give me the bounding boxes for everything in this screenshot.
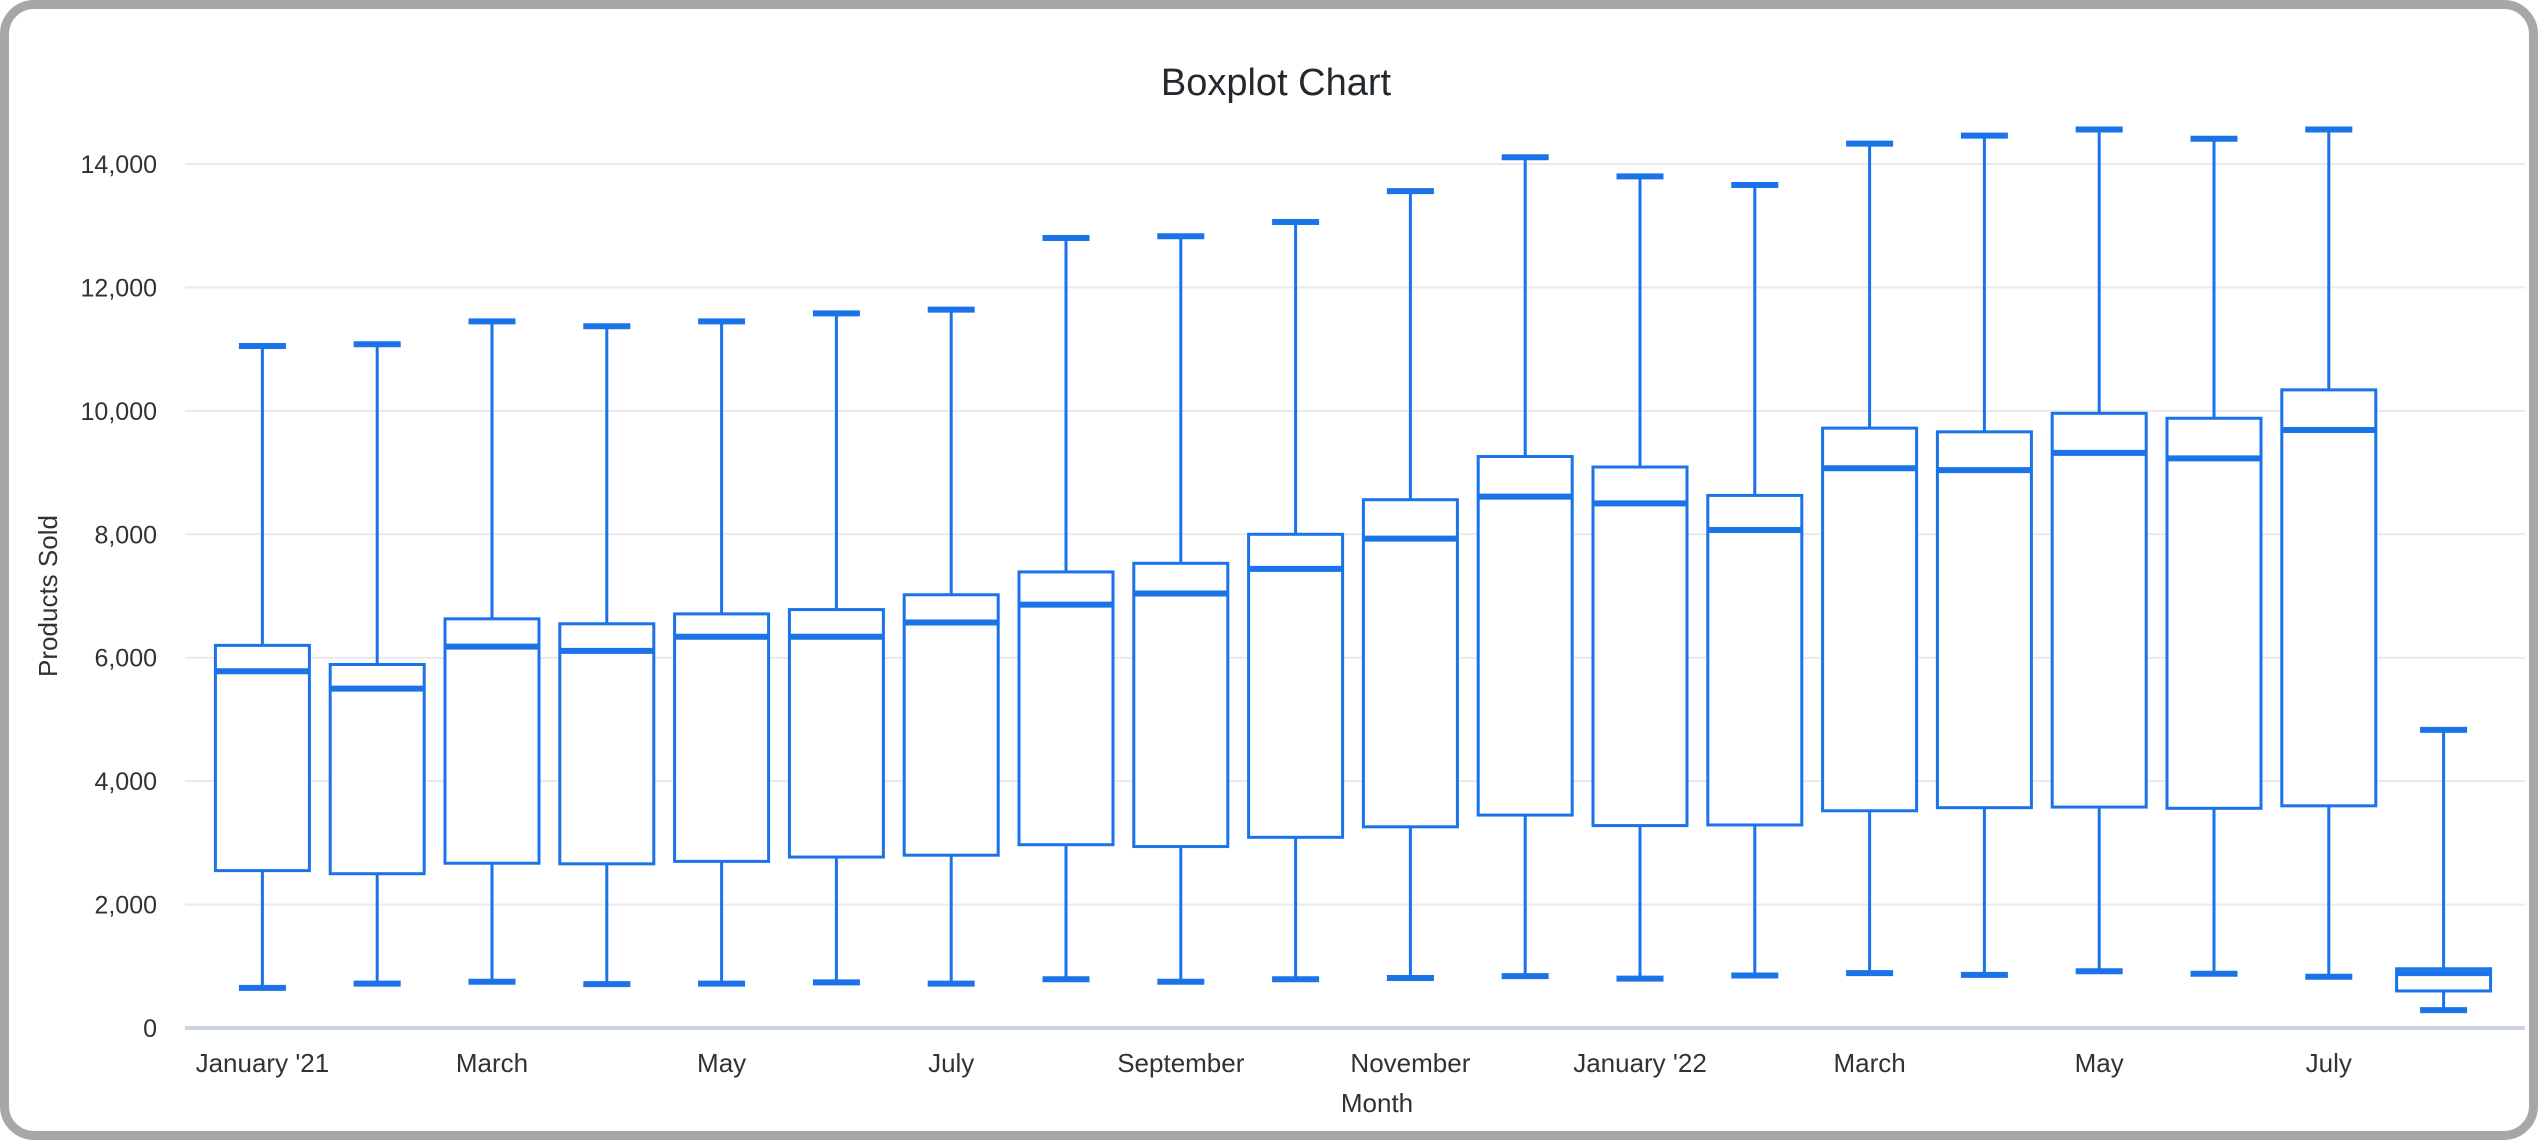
boxplot-august-22[interactable] xyxy=(2395,726,2493,1014)
chart-layer: 0 2,000 4,000 6,000 8,000 10,000 12,000 14,000 J… xyxy=(81,126,2525,1078)
x-tick-label: May xyxy=(697,1048,746,1078)
x-tick-label: January '22 xyxy=(1573,1048,1707,1078)
y-tick-label: 10,000 xyxy=(81,398,157,426)
y-tick-label: 12,000 xyxy=(81,274,157,302)
boxplot-october-21[interactable] xyxy=(1247,219,1345,983)
y-tick-labels: 0 2,000 4,000 6,000 8,000 10,000 12,000 14,000 xyxy=(81,151,157,1043)
iqr-box[interactable] xyxy=(2165,416,2263,810)
y-tick-label: 4,000 xyxy=(94,768,157,796)
iqr-box[interactable] xyxy=(1361,498,1459,829)
x-tick-label: March xyxy=(456,1048,528,1078)
iqr-box[interactable] xyxy=(1132,561,1230,849)
boxplot-june-22[interactable] xyxy=(2165,135,2263,977)
iqr-box[interactable] xyxy=(558,622,656,866)
iqr-box[interactable] xyxy=(787,608,885,859)
boxplot-november-21[interactable] xyxy=(1361,188,1459,982)
iqr-box[interactable] xyxy=(1591,465,1689,828)
boxplot-june-21[interactable] xyxy=(787,310,885,986)
chart-title: Boxplot Chart xyxy=(1161,62,1392,104)
boxplot-may-21[interactable] xyxy=(673,318,771,987)
boxplot-march-22[interactable] xyxy=(1821,140,1919,977)
x-tick-label: July xyxy=(928,1048,974,1078)
iqr-box[interactable] xyxy=(1247,532,1345,839)
y-axis-title: Products Sold xyxy=(33,515,63,677)
iqr-box[interactable] xyxy=(328,663,426,876)
y-tick-label: 6,000 xyxy=(94,645,157,673)
boxplot-february-22[interactable] xyxy=(1706,181,1804,979)
boxplot-february-21[interactable] xyxy=(328,341,426,987)
x-tick-label: September xyxy=(1117,1048,1245,1078)
x-tick-label: March xyxy=(1833,1048,1905,1078)
boxplot-august-21[interactable] xyxy=(1017,235,1115,983)
iqr-box[interactable] xyxy=(902,593,1000,857)
iqr-box[interactable] xyxy=(1935,430,2033,810)
iqr-box[interactable] xyxy=(443,617,541,865)
y-tick-label: 8,000 xyxy=(94,521,157,549)
boxplot-july-22[interactable] xyxy=(2280,126,2378,980)
iqr-box[interactable] xyxy=(2280,388,2378,808)
boxplot-july-21[interactable] xyxy=(902,306,1000,987)
boxplot-april-22[interactable] xyxy=(1935,132,2033,978)
boxplot-may-22[interactable] xyxy=(2050,126,2148,975)
boxplot-january-21[interactable] xyxy=(213,343,311,991)
x-tick-label: May xyxy=(2075,1048,2124,1078)
iqr-box[interactable] xyxy=(1821,426,1919,813)
x-tick-label: July xyxy=(2306,1048,2352,1078)
y-tick-label: 14,000 xyxy=(81,151,157,179)
boxplot-december-21[interactable] xyxy=(1476,154,1574,980)
iqr-box[interactable] xyxy=(213,643,311,873)
x-tick-labels: January '21 March May July September November… xyxy=(196,1048,2352,1078)
iqr-box[interactable] xyxy=(1017,570,1115,847)
boxplot-january-22[interactable] xyxy=(1591,173,1689,982)
iqr-box[interactable] xyxy=(673,612,771,863)
y-tick-label: 2,000 xyxy=(94,892,157,920)
iqr-box[interactable] xyxy=(1476,455,1574,817)
boxplot-april-21[interactable] xyxy=(558,323,656,988)
boxplot-march-21[interactable] xyxy=(443,318,541,985)
iqr-box[interactable] xyxy=(1706,493,1804,827)
boxplot-svg: 0 2,000 4,000 6,000 8,000 10,000 12,000 14,000 J… xyxy=(33,62,2525,1118)
y-tick-label: 0 xyxy=(143,1015,157,1043)
x-tick-label: November xyxy=(1350,1048,1470,1078)
iqr-box[interactable] xyxy=(2050,411,2148,809)
x-tick-label: January '21 xyxy=(196,1048,330,1078)
boxplot-september-21[interactable] xyxy=(1132,233,1230,985)
x-axis-title: Month xyxy=(1341,1088,1413,1118)
